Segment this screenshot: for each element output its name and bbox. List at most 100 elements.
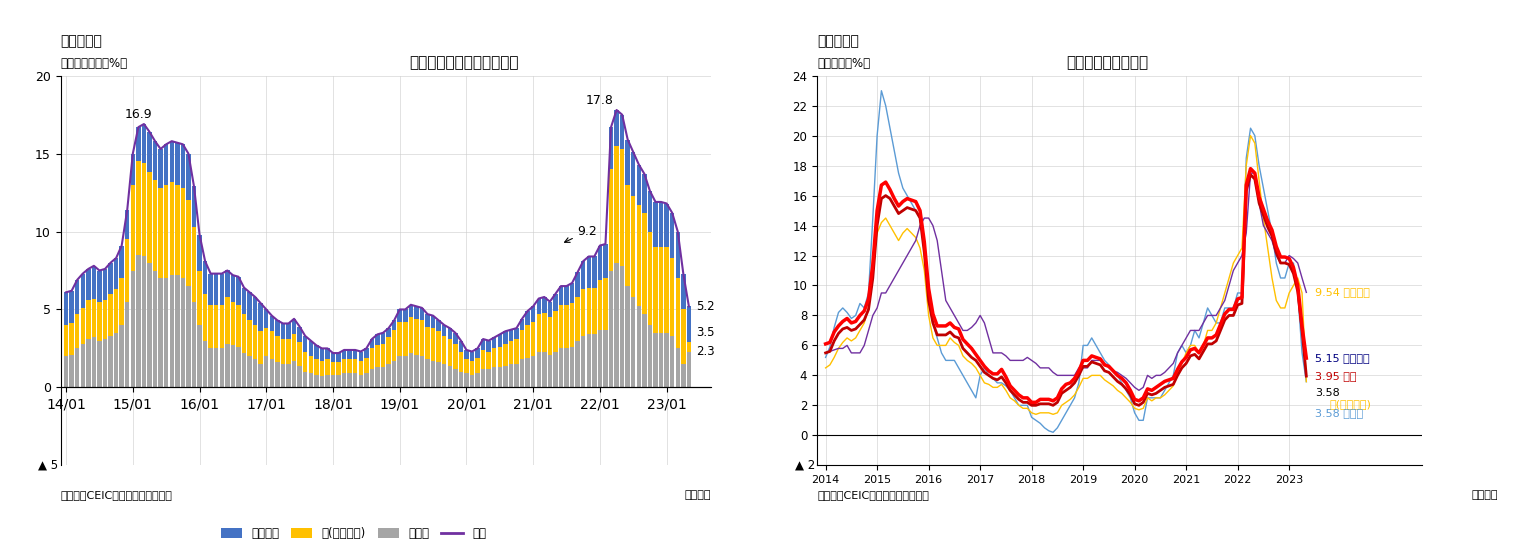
Bar <box>292 361 297 387</box>
Bar <box>604 329 608 387</box>
Bar <box>265 356 268 387</box>
Bar <box>142 124 147 163</box>
Bar <box>169 141 174 182</box>
Bar <box>498 334 502 347</box>
Bar <box>548 317 552 355</box>
Bar <box>176 143 180 185</box>
Bar <box>275 320 280 336</box>
Bar <box>186 286 191 387</box>
Bar <box>126 302 130 387</box>
Bar <box>642 174 646 213</box>
Bar <box>309 356 313 373</box>
Bar <box>375 334 380 345</box>
Bar <box>359 352 363 361</box>
Bar <box>464 373 469 387</box>
Bar <box>375 345 380 367</box>
Bar <box>247 356 251 387</box>
Bar <box>120 278 124 325</box>
Bar <box>342 350 346 359</box>
Bar <box>392 320 396 329</box>
Bar <box>336 375 340 387</box>
Bar <box>481 350 486 368</box>
Bar <box>592 256 596 288</box>
Bar <box>325 348 330 359</box>
Bar <box>213 348 218 387</box>
Bar <box>92 338 97 387</box>
Bar <box>637 306 642 387</box>
Bar <box>386 328 390 338</box>
Bar <box>64 356 68 387</box>
Bar <box>442 364 446 387</box>
Bar <box>242 288 247 314</box>
Bar <box>670 258 675 336</box>
Bar <box>436 331 440 362</box>
Text: （前年比、%）: （前年比、%） <box>817 57 870 70</box>
Bar <box>542 297 546 313</box>
Bar <box>159 149 163 188</box>
Bar <box>230 275 235 302</box>
Bar <box>348 373 353 387</box>
Bar <box>342 359 346 373</box>
Bar <box>197 235 201 270</box>
Text: 5.2: 5.2 <box>696 300 714 313</box>
Bar <box>419 308 424 320</box>
Bar <box>253 359 257 387</box>
Bar <box>492 367 496 387</box>
Bar <box>575 341 579 387</box>
Bar <box>402 356 407 387</box>
Bar <box>80 274 85 308</box>
Bar <box>281 364 284 387</box>
Bar <box>113 289 118 333</box>
Bar <box>103 339 107 387</box>
Bar <box>153 141 157 180</box>
Bar <box>642 314 646 387</box>
Bar <box>625 185 629 286</box>
Bar <box>504 344 507 366</box>
Bar <box>230 345 235 387</box>
Bar <box>281 324 284 339</box>
Text: （前年同月比、%）: （前年同月比、%） <box>61 57 127 70</box>
Bar <box>203 294 207 341</box>
Bar <box>169 182 174 275</box>
Bar <box>209 348 213 387</box>
Bar <box>415 355 419 387</box>
Bar <box>464 359 469 373</box>
Bar <box>415 319 419 355</box>
Bar <box>648 232 652 325</box>
Bar <box>113 258 118 289</box>
Bar <box>259 303 263 331</box>
Bar <box>592 334 596 387</box>
Bar <box>225 344 230 387</box>
Bar <box>76 314 79 348</box>
Bar <box>554 352 558 387</box>
Bar <box>537 314 542 352</box>
Bar <box>109 294 113 336</box>
Bar <box>448 328 452 339</box>
Bar <box>159 278 163 387</box>
Bar <box>469 361 474 375</box>
Bar <box>525 325 530 358</box>
Bar <box>675 278 679 348</box>
Bar <box>537 299 542 314</box>
Bar <box>348 359 353 373</box>
Bar <box>286 339 290 364</box>
Bar <box>136 127 141 161</box>
Bar <box>225 297 230 344</box>
Bar <box>176 185 180 275</box>
Bar <box>342 373 346 387</box>
Text: 3.58: 3.58 <box>1315 388 1339 398</box>
Bar <box>242 314 247 353</box>
Bar <box>80 308 85 344</box>
Bar <box>86 339 91 387</box>
Bar <box>587 256 592 288</box>
Bar <box>386 338 390 364</box>
Bar <box>415 306 419 319</box>
Bar <box>315 359 319 375</box>
Bar <box>369 339 374 348</box>
Bar <box>654 333 658 387</box>
Bar <box>319 361 324 377</box>
Bar <box>92 266 97 299</box>
Bar <box>592 288 596 334</box>
Bar <box>492 338 496 348</box>
Bar <box>97 302 101 341</box>
